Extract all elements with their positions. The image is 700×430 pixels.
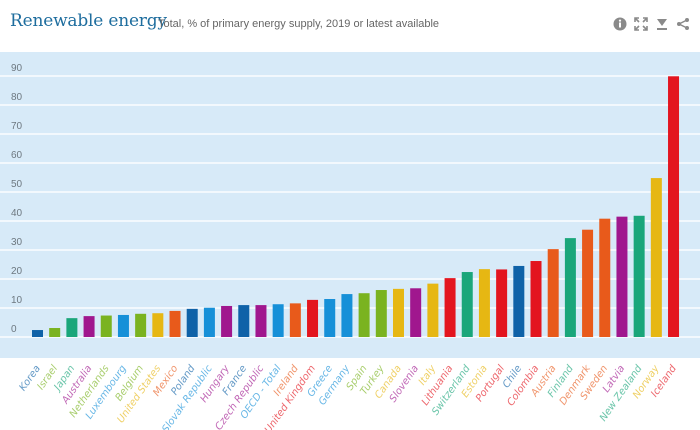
bar-oecd-total[interactable] xyxy=(272,304,284,337)
expand-icon[interactable] xyxy=(633,16,648,31)
bar-poland[interactable] xyxy=(186,308,198,337)
bar-estonia[interactable] xyxy=(478,269,490,337)
bar-germany[interactable] xyxy=(341,294,353,337)
y-tick-label: 10 xyxy=(11,295,23,306)
bar-israel[interactable] xyxy=(49,328,61,337)
bar-luxembourg[interactable] xyxy=(117,314,129,337)
bar-united-states[interactable] xyxy=(152,313,164,337)
bar-finland[interactable] xyxy=(564,238,576,337)
bar-chile[interactable] xyxy=(513,265,525,337)
bar-new-zealand[interactable] xyxy=(633,215,645,337)
bar-italy[interactable] xyxy=(427,283,439,337)
bar-switzerland[interactable] xyxy=(461,272,473,337)
bar-mexico[interactable] xyxy=(169,310,181,337)
bar-colombia[interactable] xyxy=(530,261,542,337)
chart-header: Renewable energy Total, % of primary ene… xyxy=(0,0,700,52)
y-tick-label: 90 xyxy=(11,63,23,74)
chart-title: Renewable energy xyxy=(10,11,167,31)
bar-united-kingdom[interactable] xyxy=(307,299,319,337)
y-axis: 0 10 20 30 40 50 60 70 80 90 xyxy=(11,63,23,335)
bar-iceland[interactable] xyxy=(668,76,680,337)
y-tick-label: 30 xyxy=(11,237,23,248)
bar-netherlands[interactable] xyxy=(100,315,112,337)
bar-latvia[interactable] xyxy=(616,216,628,337)
y-tick-label: 50 xyxy=(11,179,23,190)
toolbar xyxy=(612,16,690,31)
bar-czech-republic[interactable] xyxy=(255,305,267,337)
bar-australia[interactable] xyxy=(83,316,95,337)
y-tick-label: 0 xyxy=(11,324,17,335)
bar-slovak-republic[interactable] xyxy=(203,307,215,337)
bar-korea[interactable] xyxy=(32,330,43,337)
y-tick-label: 70 xyxy=(11,121,23,132)
bar-belgium[interactable] xyxy=(135,313,147,337)
bar-lithuania[interactable] xyxy=(444,278,456,337)
y-tick-label: 40 xyxy=(11,208,23,219)
bar-austria[interactable] xyxy=(547,249,559,337)
chart-subtitle: Total, % of primary energy supply, 2019 … xyxy=(158,18,440,30)
bar-ireland[interactable] xyxy=(289,303,301,337)
download-icon[interactable] xyxy=(654,16,669,31)
y-tick-label: 60 xyxy=(11,150,23,161)
bar-spain[interactable] xyxy=(358,293,370,337)
info-icon[interactable] xyxy=(612,16,627,31)
bar-denmark[interactable] xyxy=(582,229,594,337)
bars xyxy=(32,76,680,337)
bar-france[interactable] xyxy=(238,305,250,337)
bar-japan[interactable] xyxy=(66,318,78,337)
y-tick-label: 20 xyxy=(11,266,23,277)
x-axis: KoreaIsraelJapanAustraliaNetherlandsLuxe… xyxy=(17,362,679,430)
bar-slovenia[interactable] xyxy=(410,288,422,337)
bar-portugal[interactable] xyxy=(496,269,508,337)
bar-greece[interactable] xyxy=(324,299,336,337)
y-tick-label: 80 xyxy=(11,92,23,103)
bar-norway[interactable] xyxy=(650,178,662,337)
bar-sweden[interactable] xyxy=(599,218,611,337)
bar-turkey[interactable] xyxy=(375,290,387,337)
bar-hungary[interactable] xyxy=(221,305,233,337)
bar-canada[interactable] xyxy=(392,288,404,337)
share-icon[interactable] xyxy=(675,16,690,31)
